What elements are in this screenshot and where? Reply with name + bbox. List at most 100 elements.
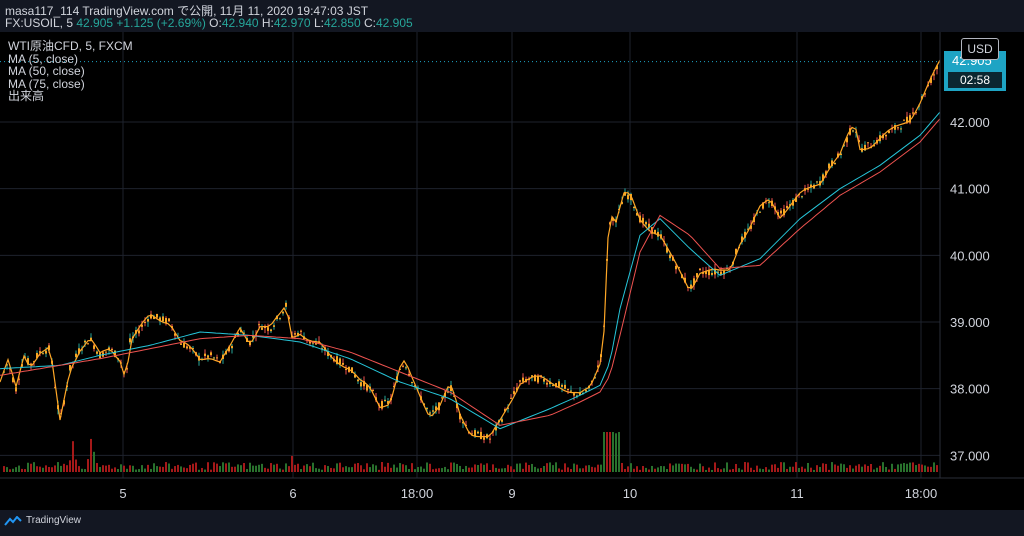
candle-body (141, 324, 143, 327)
candle-body (567, 388, 569, 390)
volume-bar (123, 465, 125, 472)
volume-bar (639, 469, 641, 472)
volume-bar (99, 466, 101, 472)
volume-bar (705, 469, 707, 472)
candle-body (825, 171, 827, 175)
volume-bar (177, 464, 179, 472)
candle-body (564, 384, 566, 389)
candle-body (189, 346, 191, 349)
candle-body (366, 385, 368, 391)
volume-bar (546, 463, 548, 472)
candle-body (372, 389, 374, 391)
candle-body (435, 406, 437, 411)
volume-bar (186, 468, 188, 472)
candle-body (36, 352, 38, 359)
volume-bar (42, 467, 44, 472)
volume-bar (405, 465, 407, 472)
volume-bar (501, 468, 503, 472)
legend-title[interactable]: WTI原油CFD, 5, FXCM (8, 39, 133, 53)
candle-body (741, 236, 743, 242)
candle-body (558, 381, 560, 387)
volume-bar (660, 466, 662, 472)
candle-body (336, 356, 338, 364)
volume-bar (741, 469, 743, 472)
price-chart[interactable]: 37.000 38.000 39.000 40.000 41.000 42.000 5 6 1… (0, 32, 1024, 510)
volume-bar (786, 468, 788, 472)
volume-bar (732, 468, 734, 472)
volume-bar (117, 469, 119, 472)
volume-bar (804, 468, 806, 472)
candle-body (432, 410, 434, 412)
volume-bar (339, 462, 341, 472)
candle-body (747, 228, 749, 230)
volume-bar (291, 455, 293, 472)
volume-bar (555, 462, 557, 472)
bar-countdown: 02:58 (948, 72, 1002, 88)
candle-body (186, 346, 188, 349)
volume-bar (915, 465, 917, 472)
volume-bar (909, 462, 911, 472)
candle-body (93, 345, 95, 349)
volume-bar (96, 463, 98, 472)
candle-body (414, 385, 416, 387)
volume-bar (204, 469, 206, 472)
candle-body (642, 217, 644, 223)
volume-bar (465, 465, 467, 472)
volume-bar (114, 467, 116, 472)
volume-bar (270, 463, 272, 472)
volume-bar (627, 466, 629, 472)
currency-button[interactable]: USD (961, 38, 999, 60)
volume-bar (747, 462, 749, 472)
volume-bar (90, 438, 92, 472)
volume-bar (801, 466, 803, 472)
volume-bar (195, 462, 197, 472)
time-axis[interactable]: 5 6 18:00 9 10 11 18:00 (119, 486, 937, 501)
candle-body (183, 342, 185, 348)
volume-bar (861, 466, 863, 472)
legend-ma5[interactable]: MA (5, close) (8, 51, 79, 66)
volume-bar (432, 469, 434, 472)
y-tick-label: 40.000 (950, 248, 990, 263)
candle-body (522, 377, 524, 382)
volume-bar (300, 469, 302, 472)
volume-bar (390, 467, 392, 472)
legend-ma50[interactable]: MA (50, close) (8, 64, 85, 78)
volume-bar (273, 464, 275, 472)
candle-body (108, 347, 110, 350)
candle-body (516, 387, 518, 391)
volume-bar (234, 466, 236, 472)
legend-ma75[interactable]: MA (75, close) (8, 76, 85, 91)
candle-body (840, 153, 842, 156)
candle-body (867, 142, 869, 144)
volume-bar (87, 459, 89, 472)
volume-bar (294, 464, 296, 472)
candle-body (801, 196, 803, 198)
volume-bar (873, 469, 875, 472)
price-axis[interactable]: 37.000 38.000 39.000 40.000 41.000 42.000 (950, 115, 990, 463)
volume-bar (207, 462, 209, 472)
volume-bar (684, 464, 686, 472)
candle-body (15, 387, 17, 392)
candle-body (408, 373, 410, 376)
volume-bar (558, 468, 560, 472)
candle-body (870, 147, 872, 149)
candle-body (474, 430, 476, 436)
candle-body (495, 425, 497, 431)
volume-bar (540, 468, 542, 472)
candle-body (537, 376, 539, 383)
candle-body (762, 202, 764, 209)
price-change: +1.125 (+2.69%) (116, 16, 206, 30)
volume-bar (156, 466, 158, 472)
volume-bar (219, 466, 221, 472)
candle-body (465, 424, 467, 426)
volume-bar (693, 468, 695, 472)
volume-bar (549, 462, 551, 472)
volume-bar (135, 469, 137, 472)
brand[interactable]: TradingView (4, 515, 81, 526)
volume-bar (489, 469, 491, 472)
legend-volume[interactable]: 出来高 (8, 89, 45, 103)
candle-body (471, 433, 473, 435)
volume-bar (309, 466, 311, 472)
candle-body (708, 270, 710, 276)
volume-bar (357, 463, 359, 472)
